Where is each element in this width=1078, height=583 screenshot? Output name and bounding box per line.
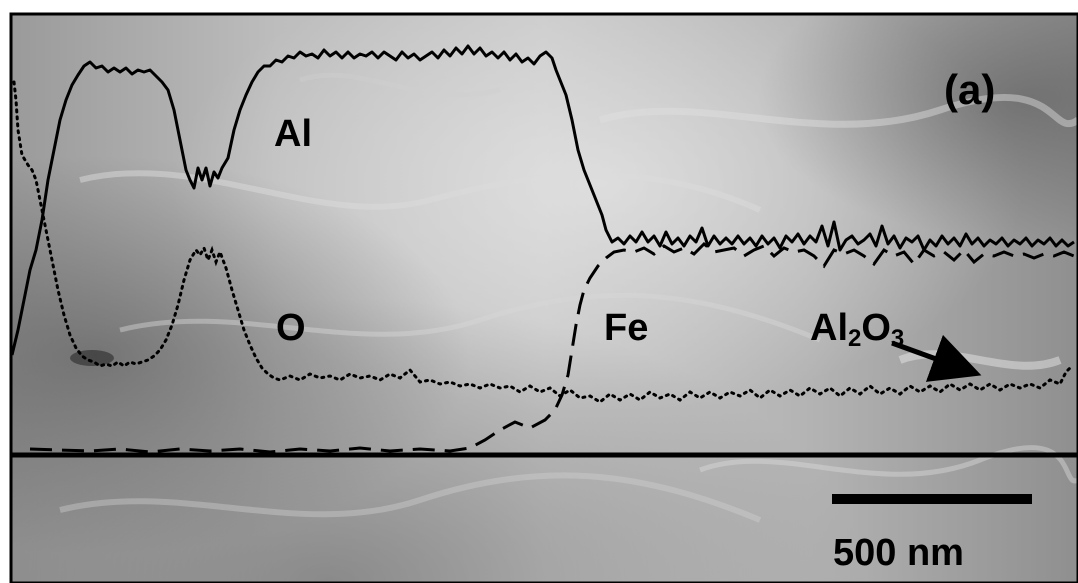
micrograph-background [10, 13, 1078, 583]
al-linescan-curve [10, 44, 1075, 356]
o-linescan-curve [12, 80, 1074, 404]
label-al: Al [274, 113, 312, 155]
label-al2o3: Al2O3 [810, 307, 904, 352]
fe-linescan-curve [29, 241, 1075, 454]
al2o3-sub1: 2 [848, 325, 861, 352]
scale-bar-label: 500 nm [833, 532, 964, 574]
image-frame [9, 12, 1078, 583]
al2o3-mid: O [861, 307, 891, 349]
panel-label: (a) [944, 66, 995, 113]
label-o: O [276, 307, 306, 349]
al2o3-main: Al [810, 307, 848, 349]
al2o3-arrow [891, 334, 982, 382]
label-fe: Fe [604, 307, 648, 349]
